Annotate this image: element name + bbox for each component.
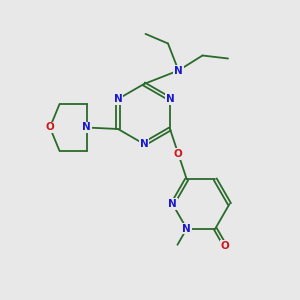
Text: N: N [174,65,183,76]
Text: O: O [46,122,54,133]
Text: O: O [220,241,230,250]
Text: N: N [140,139,148,149]
Text: N: N [168,199,177,209]
Text: O: O [174,149,183,159]
Text: N: N [166,94,174,104]
Text: N: N [182,224,191,234]
Text: N: N [114,94,122,104]
Text: N: N [82,122,91,133]
